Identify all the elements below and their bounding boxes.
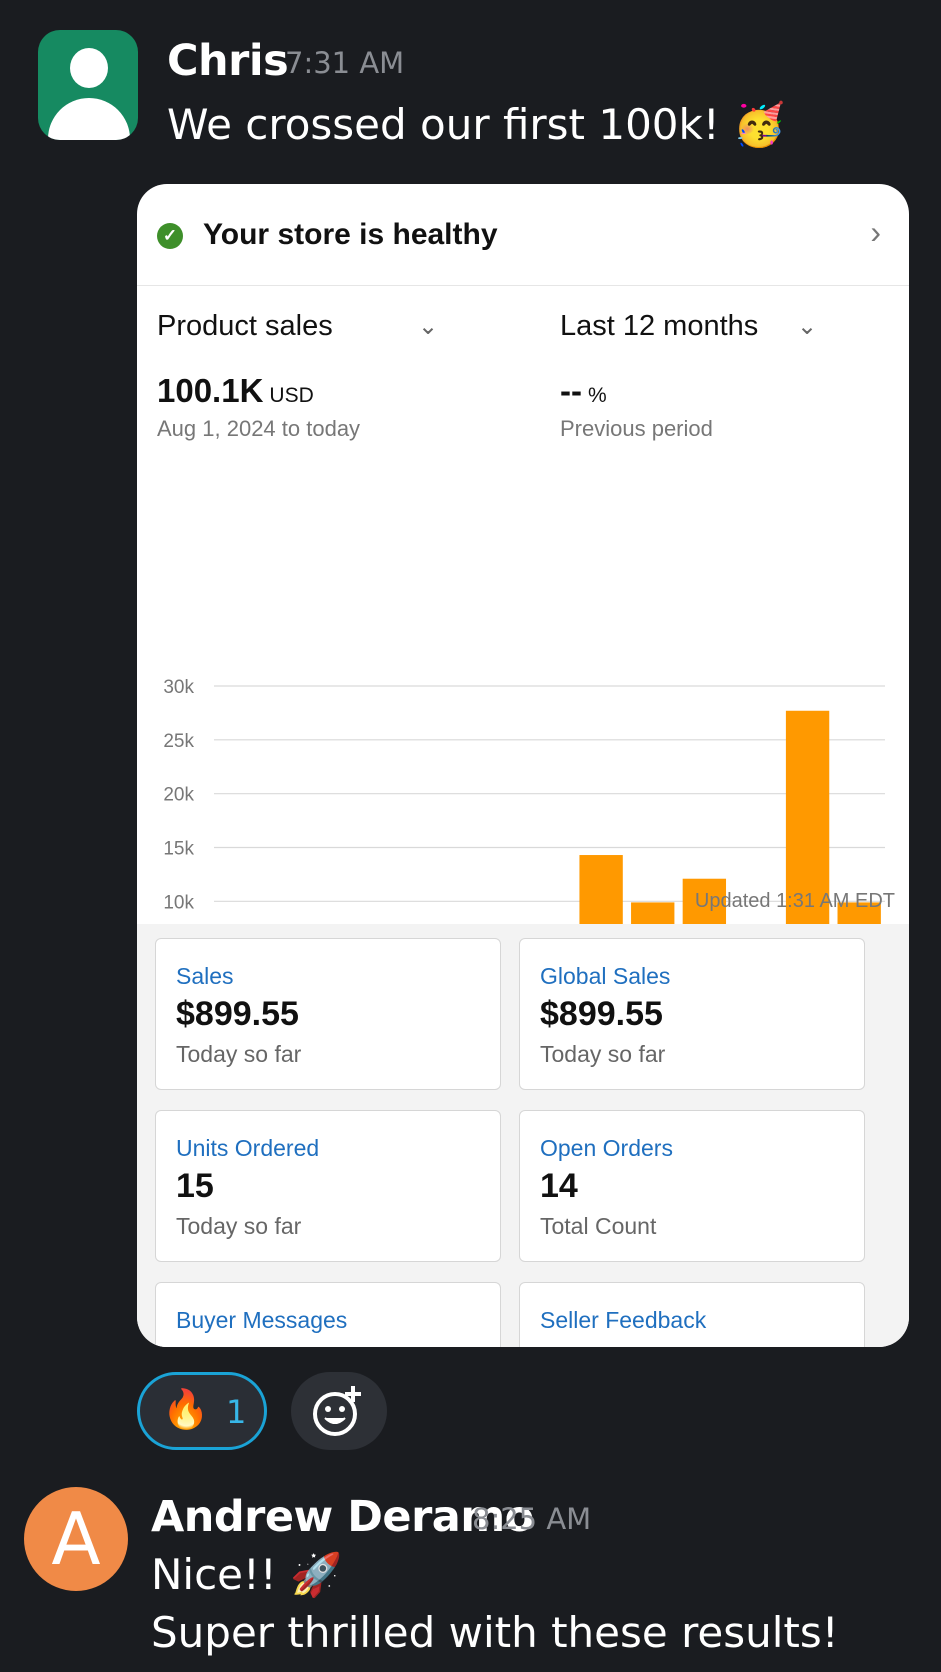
tile-sub: Total Count — [540, 1213, 657, 1239]
tile-sub: Today so far — [176, 1041, 302, 1067]
total-value: 100.1K USD — [157, 372, 314, 410]
tile-label: Open Orders — [540, 1135, 673, 1161]
author-name[interactable]: Chris — [167, 36, 289, 86]
tile-label: Units Ordered — [176, 1135, 320, 1161]
y-tick-label: 15k — [163, 839, 194, 860]
tile-value: 15 — [176, 1167, 214, 1205]
total-amount: 100.1K — [157, 372, 264, 409]
tile-value: $899.55 — [176, 995, 299, 1033]
check-icon: ✓ — [157, 223, 183, 249]
message-time: 7:31 AM — [285, 46, 405, 80]
avatar-andrew[interactable]: A — [24, 1487, 128, 1591]
message-text: Super thrilled with these results! — [151, 1608, 839, 1657]
tile-units-ordered[interactable]: Units Ordered 15 Today so far — [155, 1110, 501, 1262]
avatar-chris[interactable] — [38, 30, 138, 140]
avatar-head — [70, 48, 108, 88]
tile-open-orders[interactable]: Open Orders 14 Total Count — [519, 1110, 865, 1262]
y-tick-label: 10k — [163, 892, 194, 913]
message-text: Nice!! 🚀 — [151, 1550, 343, 1599]
y-tick-label: 20k — [163, 785, 194, 806]
tile-value: 14 — [540, 1167, 578, 1205]
tile-label: Sales — [176, 963, 234, 989]
total-range: Aug 1, 2024 to today — [157, 416, 361, 441]
tile-label: Buyer Messages — [176, 1307, 348, 1333]
store-health-card[interactable]: ✓ Your store is healthy › Product sales … — [137, 184, 909, 1347]
chevron-down-icon[interactable]: ⌄ — [418, 313, 439, 340]
reaction-count: 1 — [226, 1393, 247, 1431]
period-select[interactable]: Last 12 months — [560, 310, 759, 342]
add-reaction-button[interactable] — [291, 1372, 387, 1450]
card-header[interactable]: ✓ Your store is healthy › — [137, 184, 909, 286]
change-label: Previous period — [560, 416, 713, 441]
card-header-title: Your store is healthy — [203, 218, 498, 251]
tile-value: $899.55 — [540, 995, 663, 1033]
message-text: We crossed our first 100k! 🥳 — [167, 100, 786, 149]
y-tick-label: 30k — [163, 677, 194, 698]
tile-sales[interactable]: Sales $899.55 Today so far — [155, 938, 501, 1090]
tile-global-sales[interactable]: Global Sales $899.55 Today so far — [519, 938, 865, 1090]
chevron-down-icon[interactable]: ⌄ — [797, 313, 818, 340]
message-time: 8:25 AM — [472, 1502, 592, 1536]
tile-sub: Today so far — [540, 1041, 666, 1067]
tile-buyer-messages[interactable]: Buyer Messages — [155, 1282, 501, 1347]
tile-sub: Today so far — [176, 1213, 302, 1239]
avatar-body — [48, 98, 130, 140]
y-tick-label: 25k — [163, 731, 194, 752]
tile-seller-feedback[interactable]: Seller Feedback — [519, 1282, 865, 1347]
change-value: --% — [560, 372, 607, 410]
fire-icon: 🔥 — [162, 1387, 210, 1431]
author-name[interactable]: Andrew Deramo — [151, 1492, 534, 1542]
tile-label: Seller Feedback — [540, 1307, 707, 1333]
change-unit: % — [587, 384, 607, 407]
tile-label: Global Sales — [540, 963, 671, 989]
metric-select[interactable]: Product sales — [157, 310, 333, 342]
change-amount: -- — [560, 372, 582, 409]
total-unit: USD — [269, 384, 314, 407]
reaction-fire[interactable]: 🔥 1 — [137, 1372, 267, 1450]
add-reaction-icon — [313, 1386, 361, 1436]
updated-timestamp: Updated 1:31 AM EDT — [694, 890, 895, 912]
chevron-right-icon[interactable]: › — [870, 214, 881, 250]
metric-tiles: Sales $899.55 Today so far Global Sales … — [137, 924, 909, 1347]
